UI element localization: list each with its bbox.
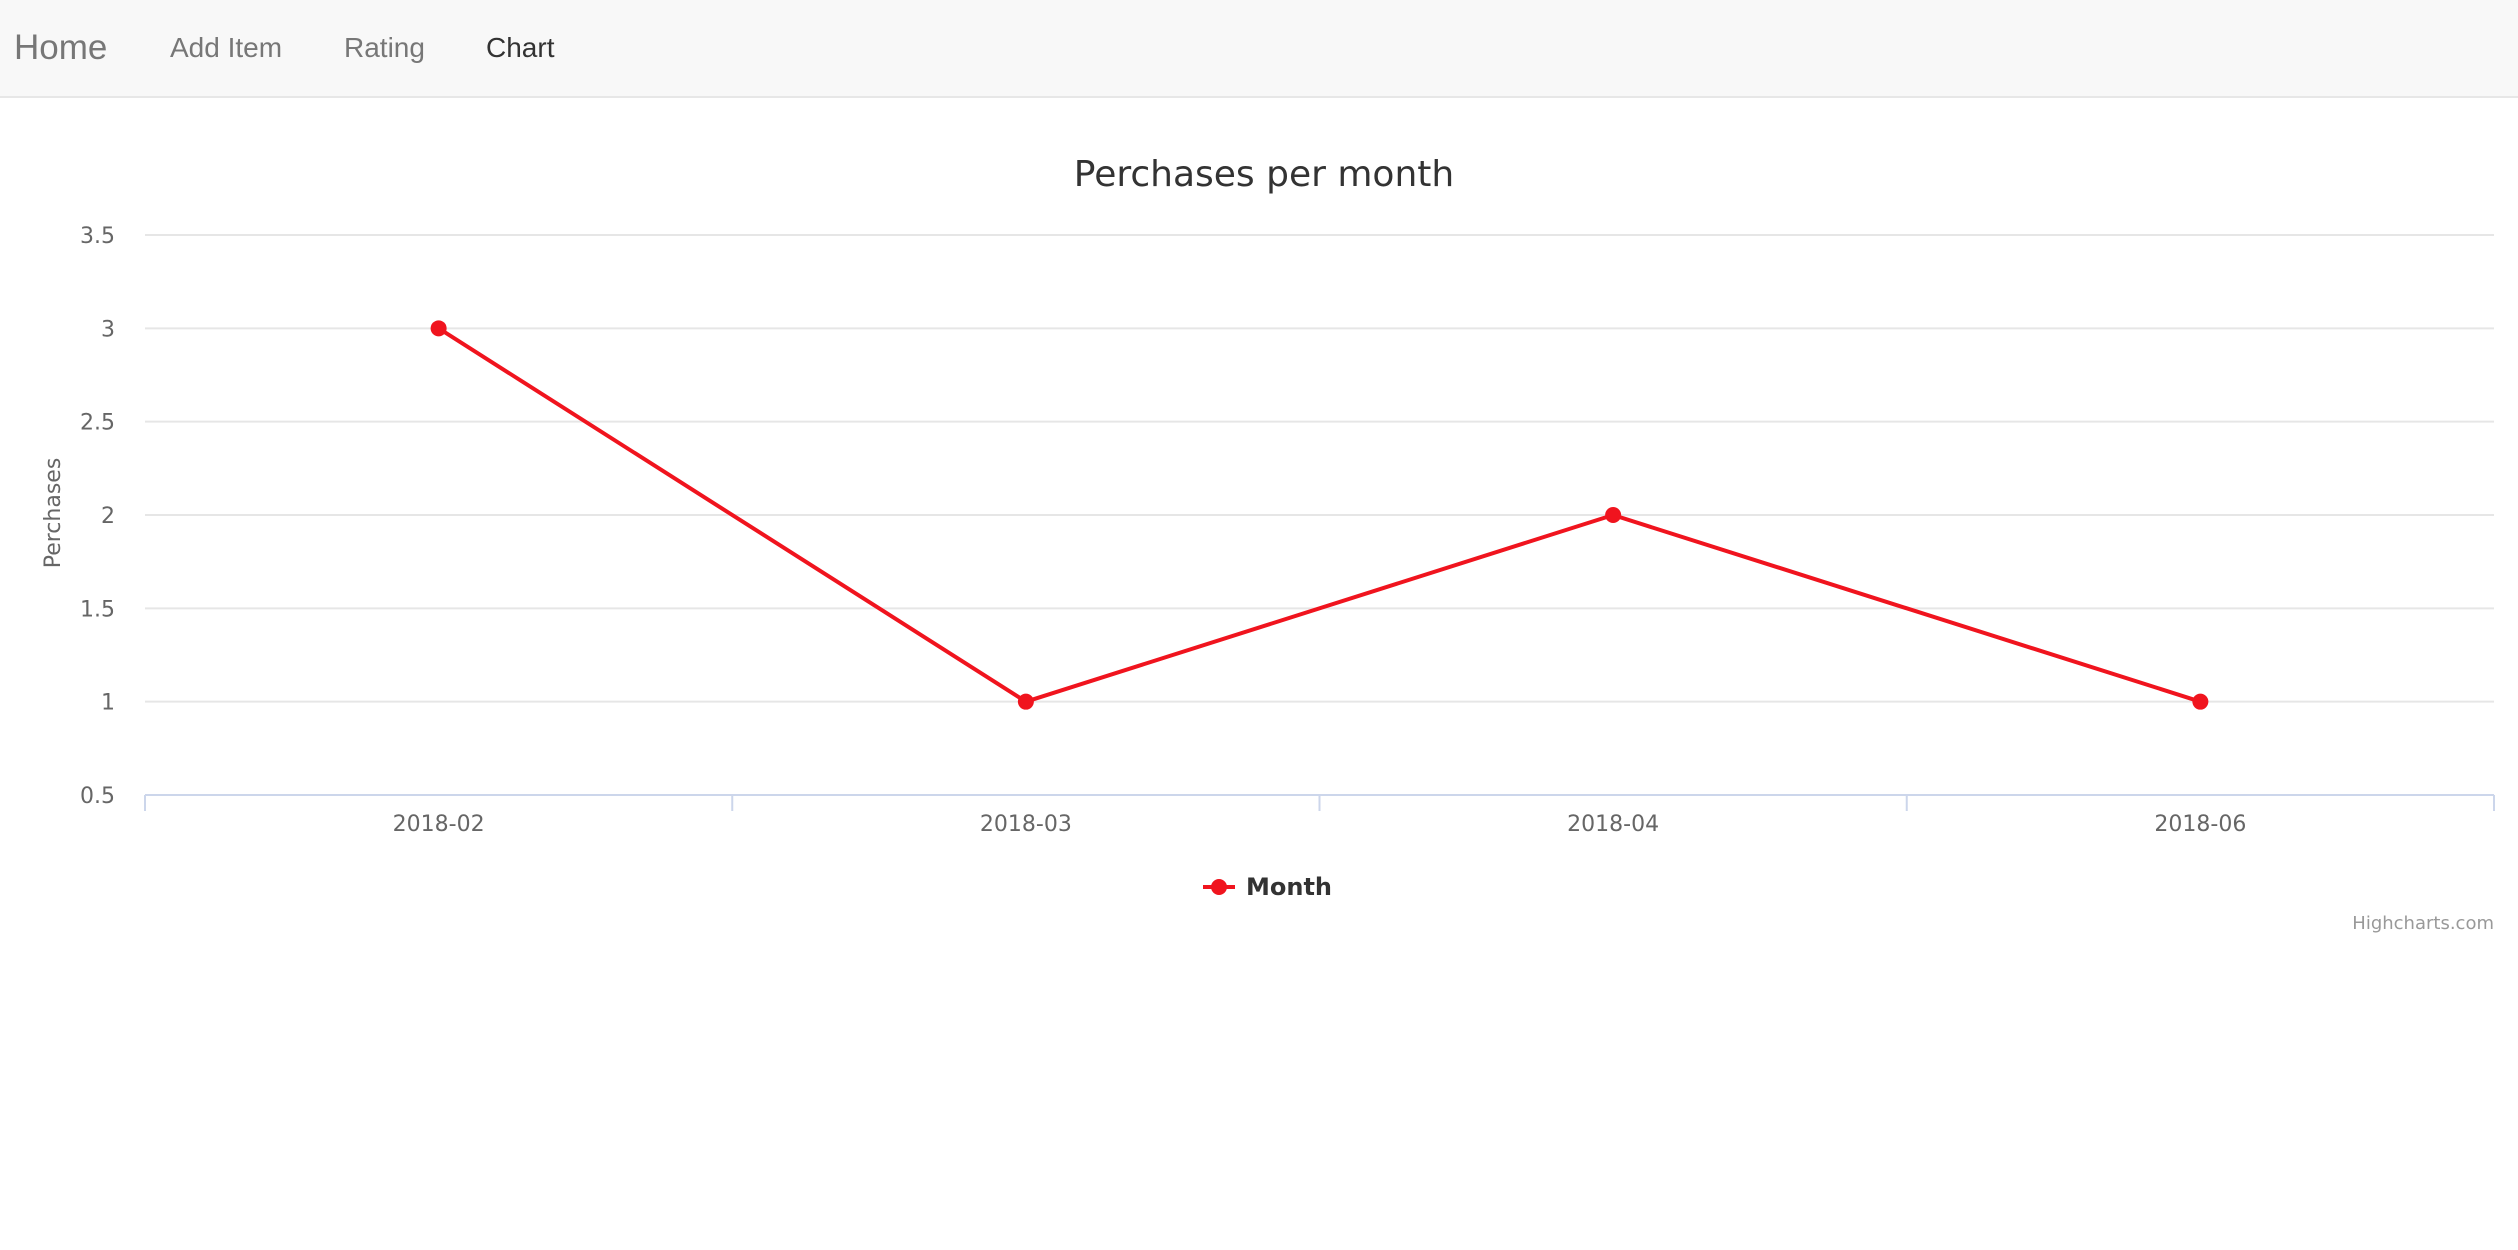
nav-chart-link[interactable]: Chart	[486, 32, 555, 63]
y-axis-title: Perchases	[41, 458, 66, 569]
x-tick-label: 2018-03	[980, 812, 1072, 837]
y-tick-label: 1	[101, 691, 115, 716]
line-chart: 0.5 1 1.5 2 2.5 3 3.5 2018-02 2018-03 2018-04 2018…	[41, 154, 2495, 934]
chart-container: 0.5 1 1.5 2 2.5 3 3.5 2018-02 2018-03 2018-04 2018…	[0, 98, 2518, 938]
y-tick-label: 1.5	[80, 597, 115, 622]
y-tick-label: 3	[101, 317, 115, 342]
nav-add-item-link[interactable]: Add Item	[170, 32, 283, 63]
data-point[interactable]	[430, 320, 447, 337]
y-tick-label: 0.5	[80, 784, 115, 809]
data-point[interactable]	[1017, 693, 1034, 710]
top-navbar: Home Add Item Rating Chart	[0, 0, 2518, 98]
legend-dot-marker	[1211, 879, 1227, 895]
chart-title: Perchases per month	[1074, 154, 1454, 195]
x-tick-label: 2018-06	[2154, 812, 2246, 837]
y-tick-label: 2.5	[80, 411, 115, 436]
y-tick-label: 3.5	[80, 224, 115, 249]
data-point[interactable]	[2192, 693, 2209, 710]
series-layer	[430, 320, 2209, 710]
x-tick-label: 2018-02	[393, 812, 485, 837]
data-point[interactable]	[1605, 507, 1622, 523]
grid-layer	[145, 234, 2494, 703]
x-tick-label: 2018-04	[1567, 812, 1659, 837]
credits-link[interactable]: Highcharts.com	[2352, 913, 2494, 934]
axis-layer: 0.5 1 1.5 2 2.5 3 3.5 2018-02 2018-03 2018-04 2018…	[80, 224, 2495, 837]
nav-rating-link[interactable]: Rating	[344, 32, 425, 63]
y-tick-label: 2	[101, 504, 115, 529]
series-line	[436, 326, 2203, 704]
nav-home-link[interactable]: Home	[14, 28, 108, 67]
legend-label[interactable]: Month	[1246, 873, 1332, 901]
legend[interactable]: Month	[1203, 873, 1332, 901]
